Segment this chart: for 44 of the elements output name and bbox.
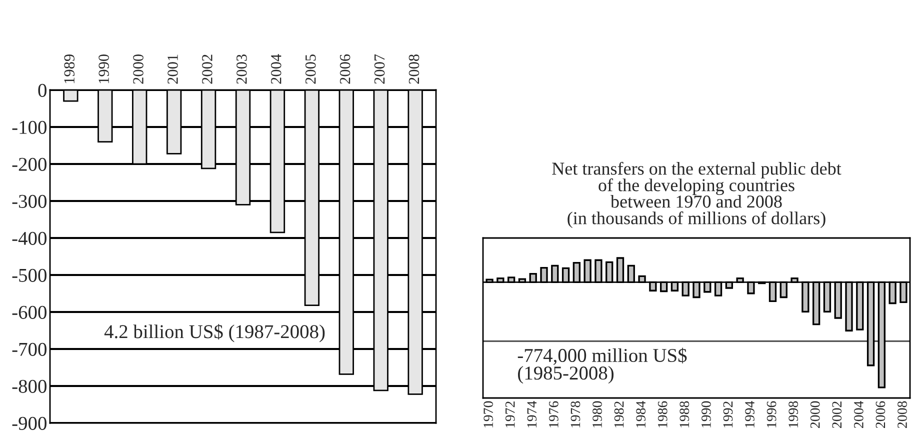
x-tick-label: 2008 [408, 54, 420, 84]
x-tick-label: 1980 [592, 401, 602, 428]
x-tick-label: 2001 [168, 54, 178, 84]
x-tick-label: 1970 [484, 401, 494, 428]
x-tick-label: 1990 [98, 54, 109, 84]
x-tick-label: 1978 [570, 401, 580, 428]
y-tick-label: -600 [12, 306, 46, 319]
y-tick-label: -300 [12, 194, 46, 208]
x-tick-label: 1992 [723, 402, 733, 428]
x-tick-label: 2004 [854, 400, 864, 428]
x-tick-label: 1988 [680, 401, 690, 428]
x-tick-label: 1972 [505, 402, 515, 428]
y-tick-label: -100 [12, 120, 46, 134]
y-tick-label: -400 [12, 232, 46, 245]
y-tick-label: -900 [12, 416, 46, 430]
x-tick-label: 1974 [527, 400, 537, 428]
y-tick-label: -800 [12, 380, 46, 393]
x-tick-label: 2008 [898, 401, 907, 428]
annotation: 4.2 billion US$ (1987-2008) [104, 324, 325, 342]
x-tick-label: 2003 [236, 54, 247, 84]
annotation: -774,000 million US$ (1985-2008) [518, 348, 687, 384]
x-tick-label: 2000 [810, 401, 820, 428]
y-tick-label: -500 [12, 268, 46, 282]
chart-title: Net transfers on the external public debt of the developing countries between 1970 and 2008 (in thousands of millions of dollars) [552, 162, 842, 228]
x-tick-label: 2004 [270, 54, 282, 84]
x-tick-label: 2002 [832, 402, 842, 428]
x-tick-label: 2006 [876, 401, 886, 428]
x-tick-label: 1990 [701, 401, 711, 428]
x-tick-label: 2005 [305, 54, 316, 84]
x-tick-label: 1994 [745, 400, 754, 428]
x-tick-label: 1982 [614, 402, 624, 428]
x-tick-label: 2000 [133, 54, 144, 84]
x-tick-label: 2007 [374, 54, 385, 84]
x-tick-label: 1989 [64, 54, 75, 84]
x-tick-label: 1998 [788, 401, 798, 428]
y-tick-label: 0 [38, 84, 46, 97]
x-tick-label: 1976 [549, 401, 558, 428]
x-tick-label: 2006 [340, 54, 350, 84]
x-tick-label: 1984 [636, 400, 646, 428]
x-tick-label: 2002 [202, 54, 212, 84]
y-tick-label: -700 [12, 342, 46, 356]
x-tick-label: 1996 [766, 401, 776, 428]
x-tick-label: 1986 [658, 401, 668, 428]
y-tick-label: -200 [12, 158, 46, 171]
